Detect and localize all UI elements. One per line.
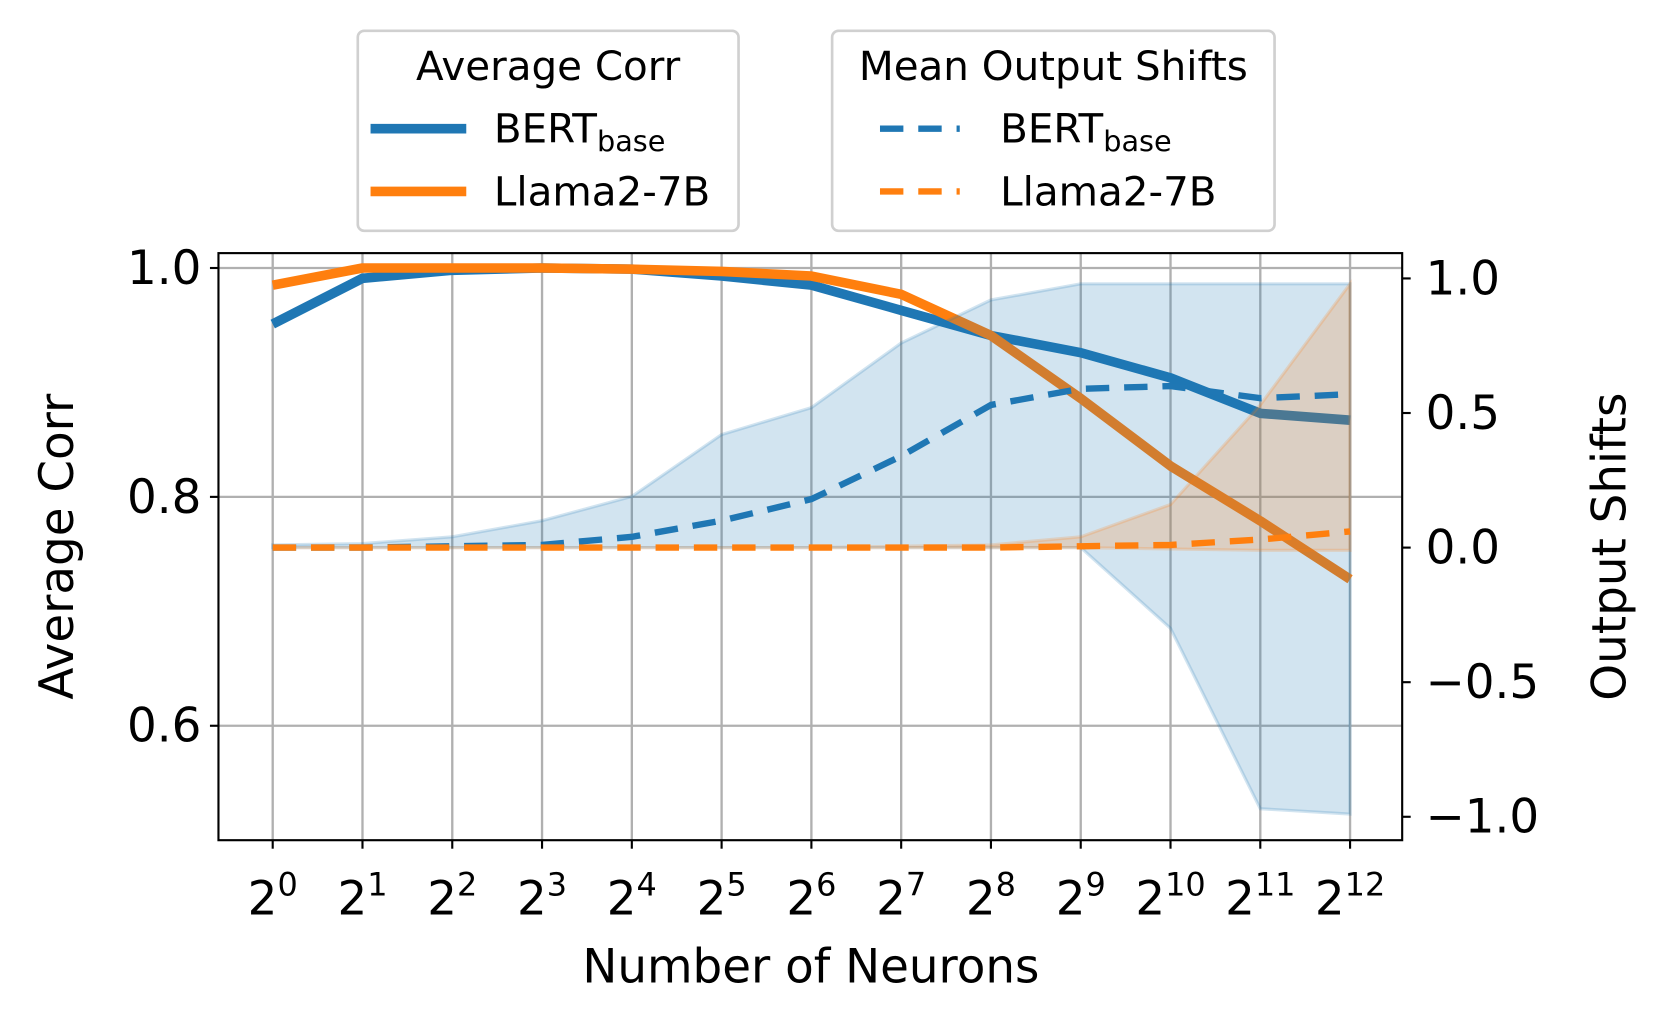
x-tick-label: 29 [1056, 866, 1106, 927]
right-tick-label: 0.0 [1426, 522, 1500, 576]
legend-label-llama: Llama2-7B [494, 167, 710, 215]
x-tick-label: 24 [607, 866, 657, 927]
x-tick-label: 28 [966, 866, 1016, 927]
x-tick-label: 21 [337, 866, 387, 927]
grid [218, 253, 1403, 841]
left-axis-label: Average Corr [31, 393, 85, 700]
left-axis: 0.6 0.8 1.0 [127, 242, 219, 754]
right-axis-label: Output Shifts [1584, 393, 1638, 701]
x-tick-label: 22 [427, 866, 477, 927]
x-axis: 20 21 22 23 24 25 26 27 28 29 210 211 212 [248, 840, 1385, 927]
x-tick-label: 20 [248, 866, 298, 927]
legend-frame [356, 29, 740, 233]
left-tick-label: 1.0 [127, 242, 201, 296]
corr-lines [270, 263, 1353, 584]
shift-band-bert [271, 282, 1352, 816]
x-tick-label: 26 [786, 866, 836, 927]
x-tick-label: 211 [1225, 866, 1295, 927]
legend-mean-output-shifts: Mean Output Shifts BERTbase Llama2-7B [830, 29, 1276, 233]
left-tick-label: 0.6 [127, 700, 201, 754]
x-tick-label: 23 [517, 866, 567, 927]
shift-band-llama [272, 278, 1352, 552]
x-tick-label: 25 [697, 866, 747, 927]
x-tick-label: 212 [1315, 866, 1385, 927]
x-axis-label: Number of Neurons [582, 941, 1039, 995]
corr-line-llama [271, 263, 1353, 584]
legend-frame [830, 29, 1276, 233]
shift-mean-line-llama [272, 528, 1351, 551]
shift-mean-line-bert [272, 382, 1351, 551]
legend-label-bert: BERTbase [1000, 105, 1172, 159]
left-tick-label: 0.8 [127, 471, 201, 525]
right-tick-label: 1.0 [1426, 252, 1500, 306]
legend-title: Average Corr [416, 42, 681, 90]
right-tick-label: −1.0 [1426, 791, 1540, 845]
legend-label-llama: Llama2-7B [1000, 167, 1216, 215]
x-tick-label: 27 [876, 866, 926, 927]
legend-label-bert: BERTbase [494, 105, 666, 159]
x-tick-label: 210 [1135, 866, 1205, 927]
legend-title: Mean Output Shifts [859, 42, 1248, 90]
right-axis: −1.0 −0.5 0.0 0.5 1.0 [1402, 252, 1540, 845]
legend-average-corr: Average Corr BERTbase Llama2-7B [356, 29, 740, 233]
right-tick-label: −0.5 [1426, 656, 1540, 710]
shift-bands [271, 278, 1352, 816]
shift-lines [272, 382, 1351, 551]
right-tick-label: 0.5 [1426, 387, 1500, 441]
